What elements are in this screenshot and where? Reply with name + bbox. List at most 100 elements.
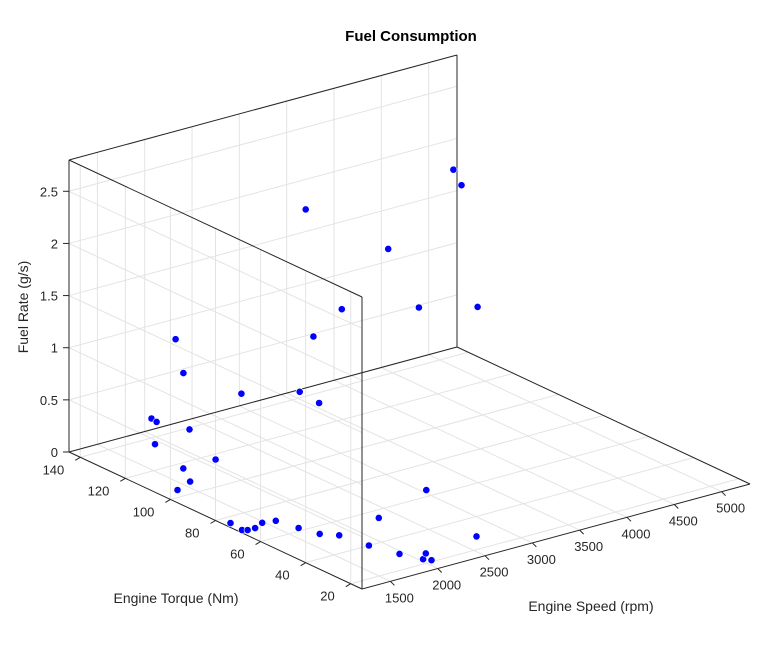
axes-edge	[361, 483, 751, 590]
data-point	[473, 302, 482, 311]
data-point	[226, 519, 235, 527]
grid-line	[68, 242, 458, 349]
data-point	[211, 455, 220, 464]
axes-edge	[68, 159, 363, 298]
data-point	[309, 332, 318, 341]
data-point	[414, 303, 423, 312]
z-tick-label: 1	[51, 341, 58, 356]
y-tick	[255, 541, 261, 546]
x-tick	[437, 568, 443, 573]
data-point	[315, 530, 324, 538]
x-tick	[721, 491, 726, 497]
grid-line	[68, 347, 363, 486]
grid-line	[68, 242, 363, 381]
y-tick-label: 40	[275, 568, 289, 583]
x-tick-label: 3500	[574, 539, 603, 554]
data-point	[395, 550, 404, 558]
data-point	[472, 532, 481, 541]
axes-edge	[456, 346, 751, 485]
x-tick	[531, 542, 537, 548]
data-point	[374, 514, 383, 522]
data-point	[179, 464, 188, 473]
grid-line	[125, 372, 514, 479]
data-points	[147, 165, 482, 565]
data-point	[152, 417, 161, 426]
grid-line	[68, 190, 363, 329]
y-tick-label: 120	[88, 483, 110, 498]
y-tick	[75, 456, 81, 461]
grid-line	[215, 415, 604, 521]
grid-line	[80, 351, 469, 458]
data-point	[301, 205, 310, 214]
data-point	[186, 477, 194, 486]
z-tick-label: 2.5	[40, 184, 58, 199]
y-axis-label: Engine Torque (Nm)	[113, 590, 238, 606]
z-tick-label: 1.5	[40, 289, 58, 304]
data-point	[422, 486, 431, 494]
data-point	[271, 516, 280, 525]
z-tick-label: 0	[51, 445, 58, 460]
chart-title: Fuel Consumption	[345, 28, 477, 45]
x-tick-label: 4000	[622, 526, 651, 541]
data-point	[295, 387, 304, 396]
x-tick	[626, 516, 632, 522]
data-point	[251, 524, 259, 532]
data-point	[384, 244, 393, 253]
x-axis-label: Engine Speed (rpm)	[528, 598, 653, 614]
data-point	[427, 556, 436, 565]
x-tick-label: 2000	[432, 578, 461, 593]
x-tick	[484, 555, 490, 561]
y-tick	[210, 520, 216, 524]
grid-line	[305, 457, 694, 564]
data-point	[151, 440, 159, 449]
z-tick-label: 0.5	[40, 393, 58, 408]
y-tick-label: 100	[133, 504, 155, 519]
y-tick-label: 140	[43, 462, 65, 477]
data-point	[457, 181, 466, 190]
grid-line	[170, 393, 559, 500]
y-tick	[165, 498, 171, 503]
y-tick-label: 60	[230, 547, 244, 562]
x-tick-label: 1500	[385, 590, 414, 605]
data-point	[185, 425, 194, 434]
data-point	[179, 369, 188, 377]
data-point	[258, 518, 267, 527]
grid-layer	[68, 62, 739, 590]
y-tick	[345, 583, 351, 588]
x-tick-label: 5000	[716, 501, 745, 516]
z-tick-label: 2	[51, 236, 58, 251]
x-tick-label: 3000	[527, 552, 556, 567]
grid-line	[68, 294, 458, 401]
axes-edge	[68, 54, 458, 161]
data-point	[449, 165, 458, 174]
y-tick	[120, 477, 126, 482]
grid-line	[260, 436, 649, 543]
axes-box	[68, 54, 751, 590]
data-point	[237, 389, 246, 398]
data-point	[173, 486, 182, 494]
data-point	[294, 524, 303, 532]
data-point	[335, 531, 344, 540]
grid-line	[68, 295, 363, 434]
x-tick	[673, 504, 679, 509]
y-tick	[300, 562, 306, 567]
grid-line	[68, 137, 458, 244]
grid-line	[68, 399, 363, 538]
x-tick-label: 2500	[480, 565, 509, 580]
grid-line	[68, 190, 458, 297]
data-point	[315, 399, 323, 407]
x-tick-label: 4500	[669, 513, 698, 528]
y-tick-label: 20	[320, 589, 334, 604]
z-axis-label: Fuel Rate (g/s)	[15, 261, 31, 354]
y-tick-label: 80	[185, 526, 199, 541]
axes-edge	[68, 346, 458, 453]
data-point	[243, 526, 252, 534]
grid-line	[68, 85, 458, 192]
x-tick	[390, 580, 395, 586]
data-point	[421, 549, 430, 558]
x-tick	[579, 529, 585, 535]
data-point	[171, 335, 180, 344]
data-point	[337, 305, 346, 314]
grid-line	[350, 478, 739, 585]
